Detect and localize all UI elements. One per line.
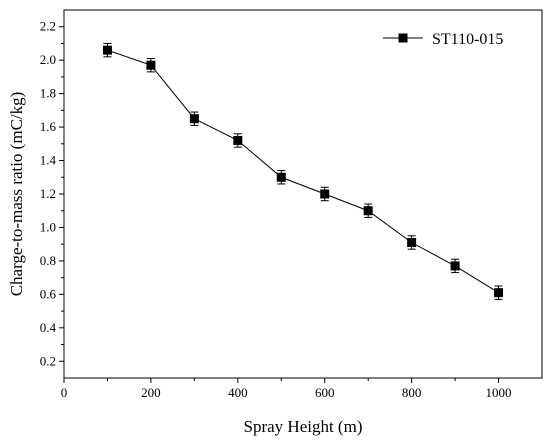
- data-point: [407, 238, 417, 248]
- data-point: [102, 45, 112, 55]
- data-point: [363, 206, 373, 216]
- x-tick-label: 800: [402, 385, 422, 400]
- x-tick-label: 200: [141, 385, 161, 400]
- y-axis-title: Charge-to-mass ratio (mC/kg): [7, 92, 26, 297]
- y-tick-label: 0.8: [40, 253, 56, 268]
- series-layer: [102, 42, 504, 300]
- legend-marker: [398, 33, 408, 43]
- x-tick-label: 600: [315, 385, 335, 400]
- series-line: [107, 49, 499, 294]
- x-axis-title: Spray Height (m): [244, 417, 363, 436]
- y-tick-label: 1.0: [40, 219, 56, 234]
- data-point: [233, 135, 243, 145]
- y-tick-label: 0.2: [40, 353, 56, 368]
- x-tick-label: 0: [61, 385, 68, 400]
- y-tick-label: 2.0: [40, 52, 56, 67]
- y-tick-label: 1.2: [40, 186, 56, 201]
- y-tick-label: 1.6: [40, 119, 57, 134]
- ticks: 0 200 400 600 800 1000 0.2 0.4 0.6 0.8 1.0 1.2 1.4 1.…: [40, 19, 512, 400]
- y-tick-label: 1.4: [40, 153, 57, 168]
- data-point: [146, 60, 156, 70]
- x-tick-label: 1000: [486, 385, 512, 400]
- data-point: [189, 114, 199, 124]
- x-tick-label: 400: [228, 385, 248, 400]
- y-tick-label: 1.8: [40, 86, 56, 101]
- data-point: [276, 172, 286, 182]
- data-point: [320, 189, 330, 199]
- data-point: [450, 261, 460, 271]
- plot-frame: [63, 9, 543, 379]
- data-point: [494, 288, 504, 298]
- y-tick-label: 0.4: [40, 320, 57, 335]
- legend: ST110-015: [383, 31, 503, 48]
- legend-label: ST110-015: [432, 31, 503, 48]
- y-tick-label: 0.6: [40, 286, 57, 301]
- y-tick-label: 2.2: [40, 19, 56, 34]
